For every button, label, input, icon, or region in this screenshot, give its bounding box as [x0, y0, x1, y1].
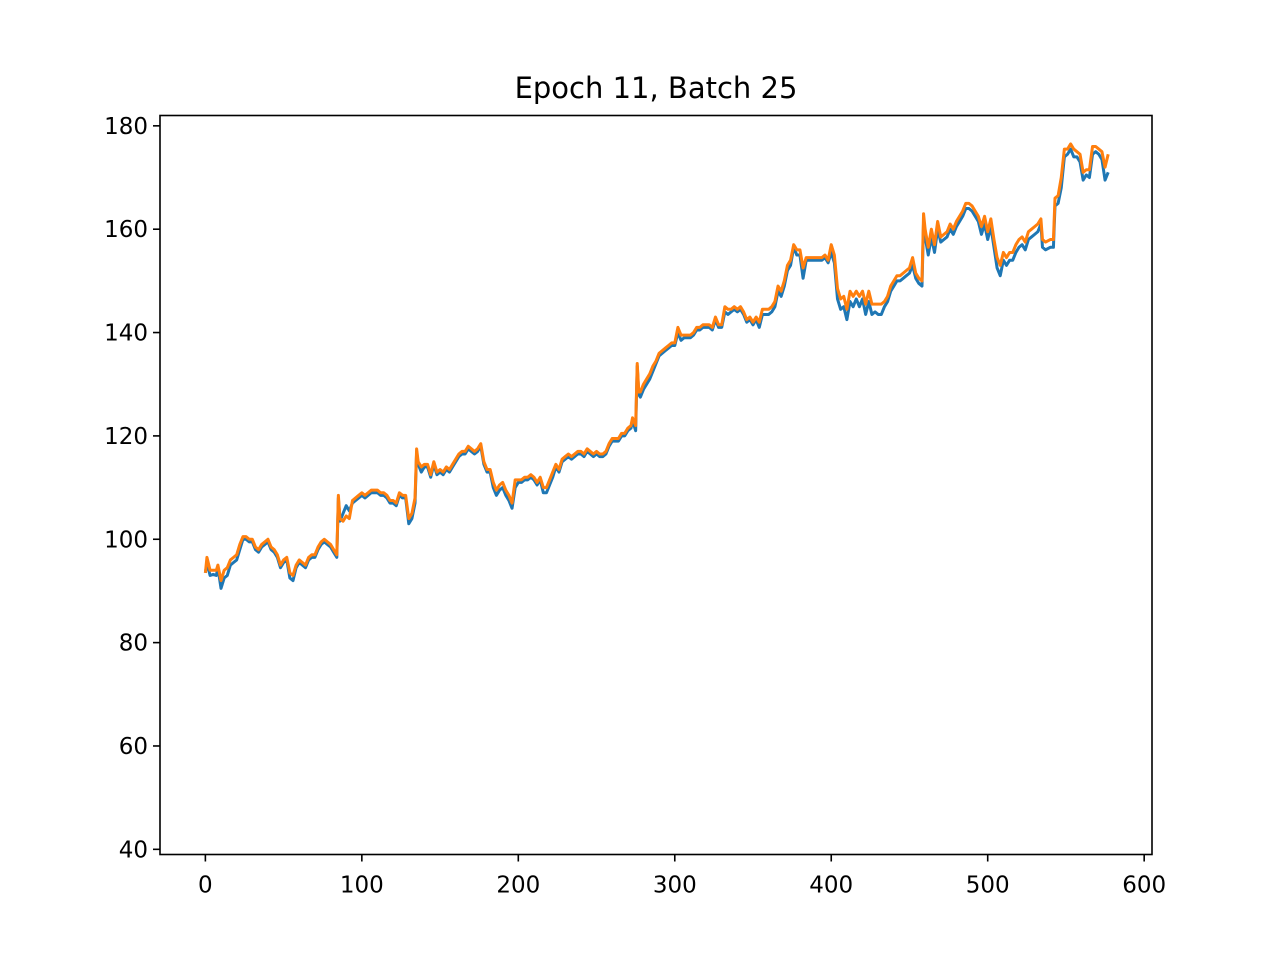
x-tick-label: 300 [653, 873, 697, 899]
y-axis: 40 60 80 100 120 140 160 180 [104, 114, 160, 863]
y-tick-label: 40 [119, 837, 148, 863]
y-tick-label: 140 [104, 321, 148, 347]
plot-frame [159, 114, 1153, 856]
x-tick-label: 200 [496, 873, 540, 899]
y-tick-label: 120 [104, 424, 148, 450]
x-axis: 0 100 200 300 400 500 600 [198, 854, 1166, 899]
series-line-1 [203, 147, 1110, 590]
y-tick-label: 100 [104, 527, 148, 553]
x-tick-label: 600 [1122, 873, 1166, 899]
x-tick-label: 0 [198, 873, 213, 899]
y-tick-label: 60 [119, 734, 148, 760]
x-tick-label: 500 [966, 873, 1010, 899]
series-layer [203, 142, 1110, 590]
chart-title: Epoch 11, Batch 25 [515, 71, 798, 105]
x-tick-label: 400 [809, 873, 853, 899]
series-line-2 [203, 142, 1110, 583]
x-tick-label: 100 [340, 873, 384, 899]
y-tick-label: 80 [119, 631, 148, 657]
y-tick-label: 180 [104, 114, 148, 140]
y-tick-label: 160 [104, 217, 148, 243]
